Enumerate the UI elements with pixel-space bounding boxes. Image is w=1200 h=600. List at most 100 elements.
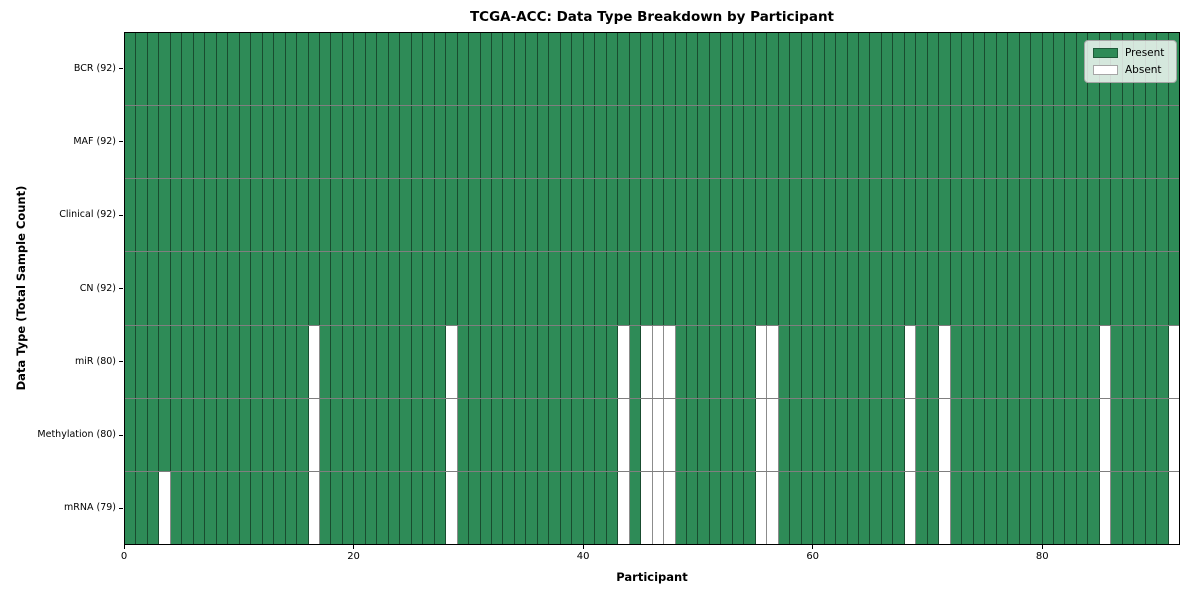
present-cell [824, 325, 837, 398]
legend: Present Absent [1084, 40, 1177, 83]
present-cell [457, 106, 470, 179]
present-cell [205, 471, 217, 544]
present-cell [251, 179, 263, 252]
present-cell [893, 33, 905, 106]
present-cell [606, 471, 619, 544]
present-cell [1053, 398, 1066, 471]
present-cell [251, 471, 263, 544]
present-cell [893, 325, 905, 398]
present-cell [388, 398, 401, 471]
present-cell [1122, 471, 1135, 544]
present-cell [1168, 252, 1180, 325]
x-tick-label-20: 20 [347, 551, 360, 562]
present-cell [698, 398, 710, 471]
present-cell [205, 398, 217, 471]
x-tick-mark [812, 545, 814, 549]
present-cell [1008, 325, 1020, 398]
present-cell [434, 398, 447, 471]
present-cell [503, 471, 515, 544]
present-cell [503, 33, 515, 106]
present-cell [537, 398, 550, 471]
present-cell [732, 179, 745, 252]
absent-cell [939, 398, 951, 471]
absent-cell [1099, 471, 1112, 544]
present-cell [526, 33, 538, 106]
present-cell [572, 252, 584, 325]
present-cell [319, 179, 332, 252]
present-cell [583, 33, 596, 106]
absent-cell [939, 471, 951, 544]
present-cell [595, 471, 607, 544]
present-cell [732, 33, 745, 106]
present-cell [675, 179, 687, 252]
x-tick-mark [582, 545, 584, 549]
present-cell [1157, 252, 1169, 325]
present-cell [354, 471, 366, 544]
present-cell [939, 179, 951, 252]
present-cell [560, 471, 573, 544]
present-cell [1053, 179, 1066, 252]
present-cell [297, 106, 309, 179]
present-cell [790, 398, 802, 471]
present-cell [308, 106, 320, 179]
present-cell [365, 325, 378, 398]
present-cell [1065, 252, 1077, 325]
present-cell [228, 471, 240, 544]
absent-cell [618, 325, 630, 398]
present-cell [216, 106, 229, 179]
present-cell [297, 471, 309, 544]
present-cell [1111, 106, 1123, 179]
present-cell [583, 325, 596, 398]
present-cell [354, 325, 366, 398]
present-cell [170, 106, 183, 179]
chart-title: TCGA-ACC: Data Type Breakdown by Partici… [469, 9, 835, 25]
present-cell [847, 179, 859, 252]
present-cell [514, 33, 527, 106]
present-cell [1019, 252, 1032, 325]
present-cell [274, 325, 286, 398]
present-cell [893, 398, 905, 471]
present-cell [618, 179, 630, 252]
present-cell [388, 325, 401, 398]
present-cell [560, 398, 573, 471]
absent-cell [641, 471, 653, 544]
present-cell [1122, 252, 1135, 325]
present-cell [537, 179, 550, 252]
present-cell [572, 471, 584, 544]
present-cell [285, 33, 298, 106]
present-cell [778, 471, 791, 544]
present-cell [526, 106, 538, 179]
legend-absent-label: Absent [1125, 64, 1162, 76]
present-cell [996, 325, 1009, 398]
present-cell [801, 33, 814, 106]
present-cell [228, 252, 240, 325]
present-cell [182, 33, 194, 106]
present-cell [962, 179, 974, 252]
present-cell [377, 33, 389, 106]
present-cell [1157, 325, 1169, 398]
present-cell [1053, 252, 1066, 325]
present-cell [480, 325, 492, 398]
present-cell [136, 325, 148, 398]
present-cell [400, 106, 412, 179]
present-cell [159, 33, 171, 106]
present-cell [962, 106, 974, 179]
present-cell [847, 398, 859, 471]
y-tick-label-CN: CN (92) [79, 282, 116, 294]
present-cell [434, 471, 447, 544]
present-cell [262, 33, 275, 106]
absent-cell [904, 398, 917, 471]
present-cell [342, 471, 355, 544]
absent-cell [1099, 325, 1112, 398]
present-cell [916, 106, 928, 179]
present-cell [400, 325, 412, 398]
present-cell [824, 33, 837, 106]
present-cell [147, 325, 160, 398]
present-cell [239, 33, 252, 106]
present-cell [801, 179, 814, 252]
present-cell [1053, 471, 1066, 544]
present-cell [434, 252, 447, 325]
present-cell [1099, 179, 1112, 252]
present-cell [1053, 325, 1066, 398]
present-cell [641, 106, 653, 179]
